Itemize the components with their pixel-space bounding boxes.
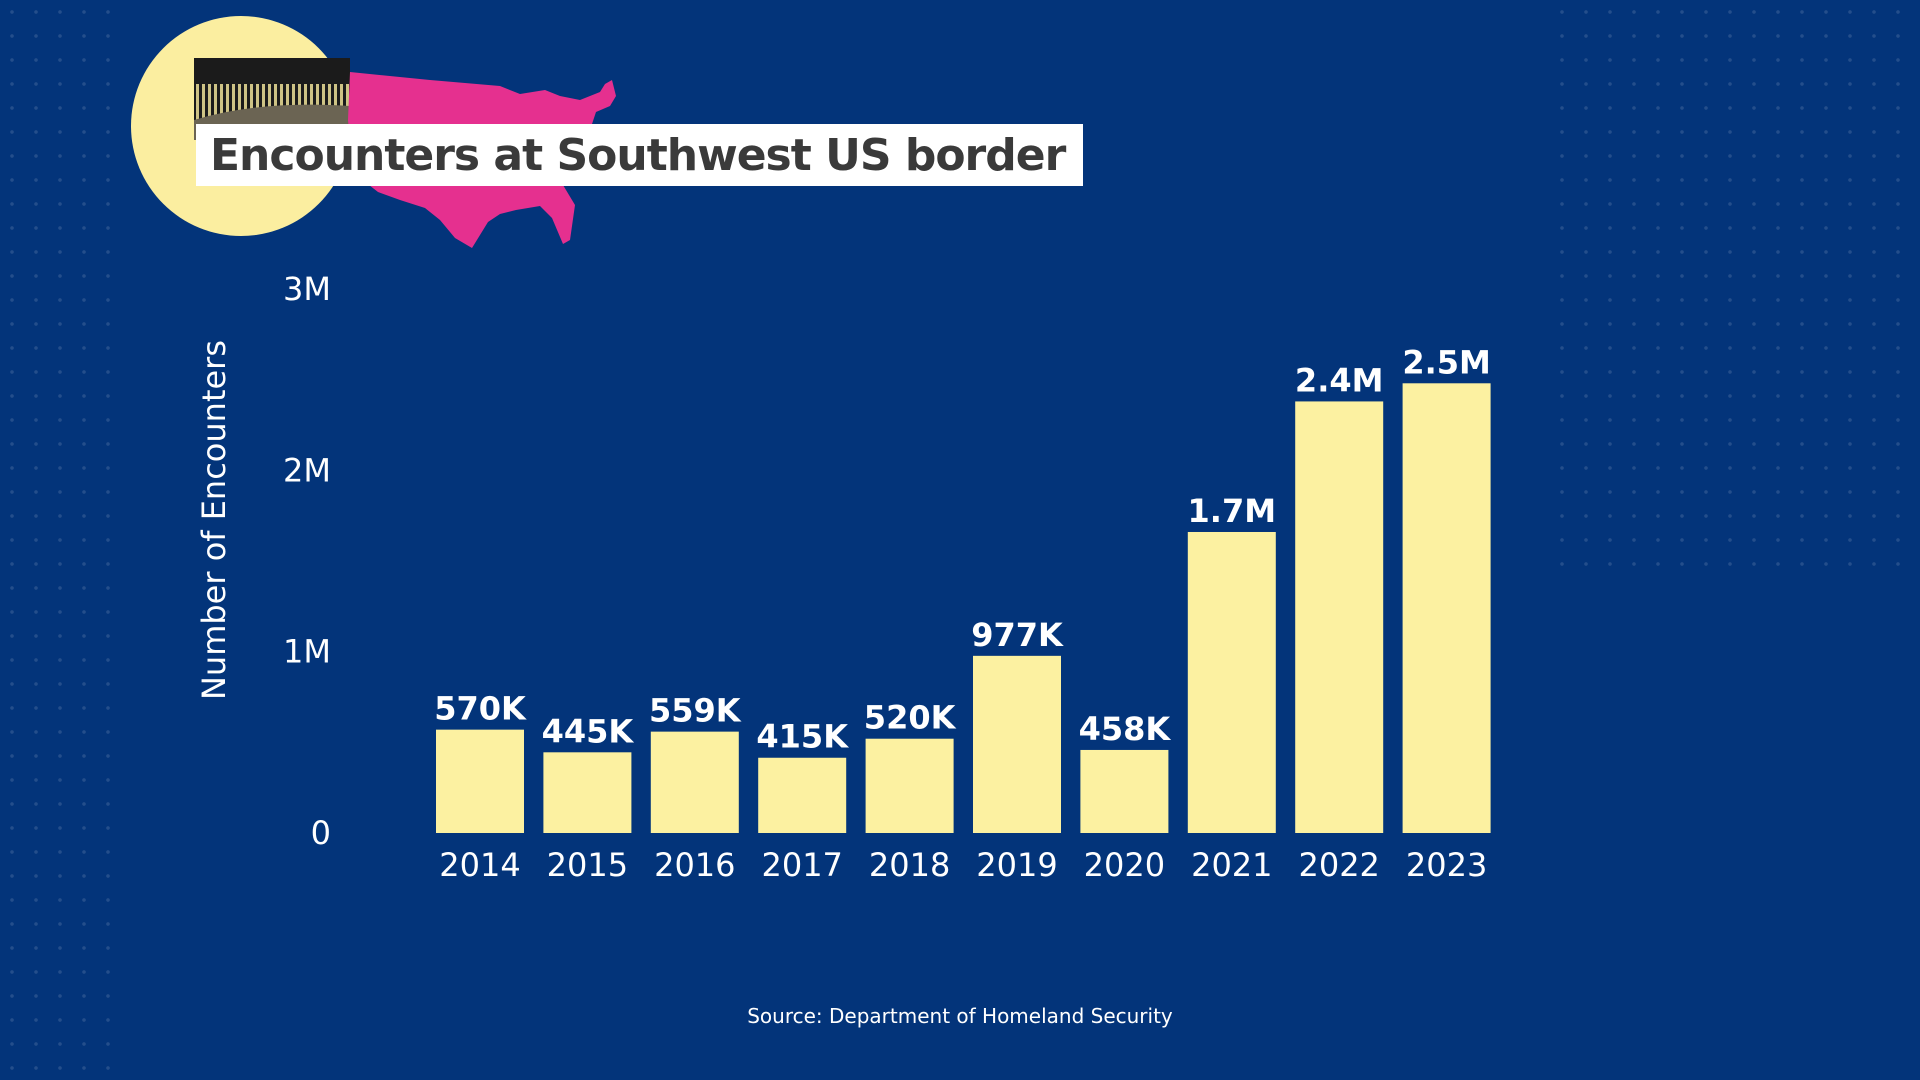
data-label: 415K [756,718,849,756]
y-tick-label: 2M [283,451,331,489]
bar-2019 [973,655,1061,833]
data-label: 977K [971,616,1064,654]
data-label: 458K [1079,710,1172,748]
bar-2020 [1080,749,1169,833]
dot-pattern-right [1550,0,1920,580]
x-tick-label: 2020 [1084,846,1165,884]
y-tick-label: 1M [283,633,331,671]
bar-2016 [650,731,739,833]
x-tick-label: 2015 [547,846,628,884]
bar-2017 [758,757,847,833]
data-label: 2.5M [1402,343,1491,381]
source-note: Source: Department of Homeland Security [747,1004,1173,1028]
data-label: 520K [864,699,957,737]
x-tick-label: 2019 [976,846,1057,884]
y-tick-label: 3M [283,270,331,308]
data-label: 1.7M [1188,492,1277,530]
chart-title: Encounters at Southwest US border [210,129,1066,181]
x-tick-label: 2021 [1191,846,1272,884]
x-tick-label: 2016 [654,846,735,884]
bar-2022 [1295,401,1384,833]
data-label: 559K [649,692,742,730]
bar-2018 [865,738,954,833]
data-label: 445K [542,712,635,750]
title-box: Encounters at Southwest US border [196,124,1084,186]
data-label: 570K [434,690,527,728]
bar-2014 [436,729,524,833]
x-tick-label: 2017 [761,846,842,884]
x-tick-label: 2018 [869,846,950,884]
x-tick-label: 2022 [1298,846,1379,884]
x-tick-label: 2023 [1406,846,1487,884]
x-tick-label: 2014 [439,846,520,884]
bar-2015 [543,752,632,833]
bar-2023 [1402,383,1491,833]
y-tick-label: 0 [311,814,331,852]
data-label: 2.4M [1295,361,1384,399]
dot-pattern-left [0,0,130,1080]
bar-2021 [1187,531,1276,833]
